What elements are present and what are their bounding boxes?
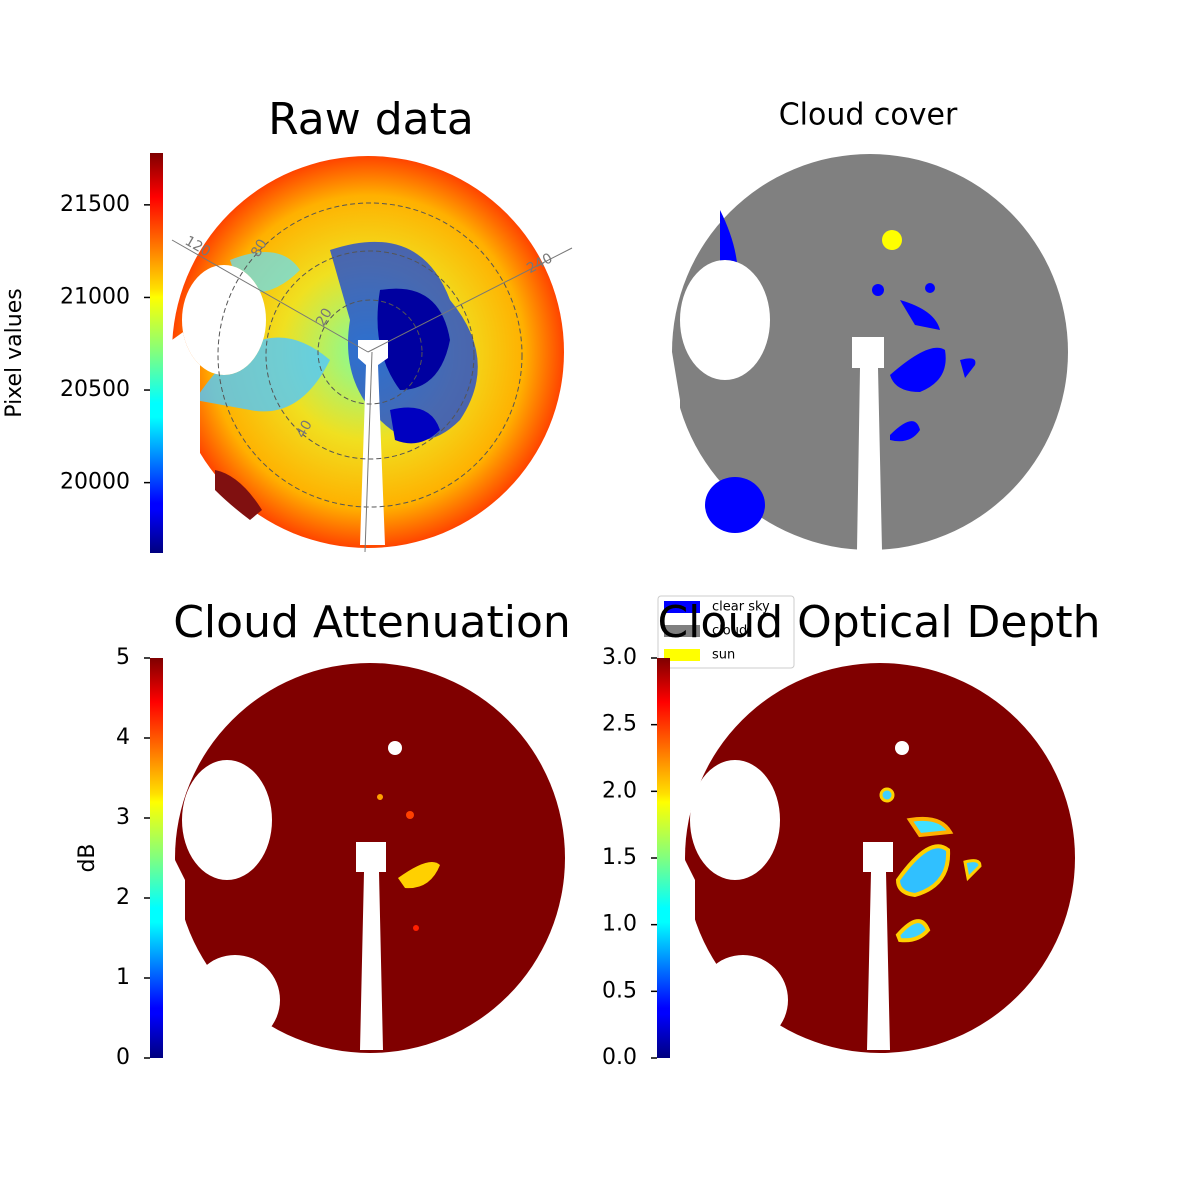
tick-label: 4	[116, 725, 130, 750]
panel-title: Cloud Optical Depth	[657, 597, 1100, 648]
tick-label: 1.0	[602, 912, 637, 937]
mast	[356, 842, 386, 1050]
tick-label: 2	[116, 885, 130, 910]
colorbar	[150, 658, 163, 1058]
tick-label: 0	[116, 1045, 130, 1070]
tick-label: 5	[116, 645, 130, 670]
legend-swatch	[664, 649, 700, 661]
tick-label: 3.0	[602, 645, 637, 670]
colorbar	[657, 658, 670, 1058]
polar-label: 40	[293, 418, 316, 441]
legend-swatch	[664, 625, 700, 637]
legend-label: cloud	[712, 624, 747, 639]
tick-label: 1.5	[602, 845, 637, 870]
legend-swatch	[664, 601, 700, 613]
tick-label: 21500	[60, 192, 130, 217]
mast	[863, 842, 893, 1050]
mast	[852, 337, 884, 550]
tick-label: 20000	[60, 470, 130, 495]
panel-title: Cloud Attenuation	[173, 597, 571, 648]
tick-label: 21000	[60, 284, 130, 309]
tick-label: 2.0	[602, 778, 637, 803]
colorbar	[150, 153, 163, 553]
tick-label: 2.5	[602, 712, 637, 737]
tick-label: 0.5	[602, 978, 637, 1003]
polar-axes	[171, 239, 573, 553]
mast	[358, 340, 388, 545]
legend-label: sun	[712, 648, 735, 663]
polar-label: 80	[248, 237, 271, 260]
colorbar-label: dB	[75, 843, 100, 872]
legend-label: clear sky	[712, 600, 770, 615]
tick-label: 20500	[60, 377, 130, 402]
panel-title: Cloud cover	[779, 98, 958, 133]
tick-label: 1	[116, 965, 130, 990]
polar-label: 20	[313, 306, 336, 329]
tick-label: 3	[116, 805, 130, 830]
tick-label: 0.0	[602, 1045, 637, 1070]
colorbar-label: Pixel values	[2, 288, 27, 417]
panel-title: Raw data	[268, 94, 474, 145]
